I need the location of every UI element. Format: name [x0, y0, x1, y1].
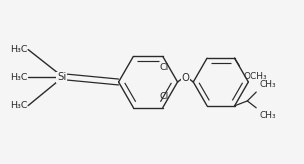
Text: Cl: Cl — [159, 92, 168, 101]
Text: H₃C: H₃C — [10, 101, 27, 110]
Text: H₃C: H₃C — [10, 73, 27, 82]
Text: CH₃: CH₃ — [259, 111, 276, 120]
Text: H₃C: H₃C — [10, 45, 27, 54]
Text: CH₃: CH₃ — [259, 80, 276, 89]
Text: OCH₃: OCH₃ — [244, 72, 267, 81]
Text: O: O — [181, 73, 189, 83]
Text: Si: Si — [57, 72, 66, 82]
Text: Cl: Cl — [159, 63, 168, 72]
